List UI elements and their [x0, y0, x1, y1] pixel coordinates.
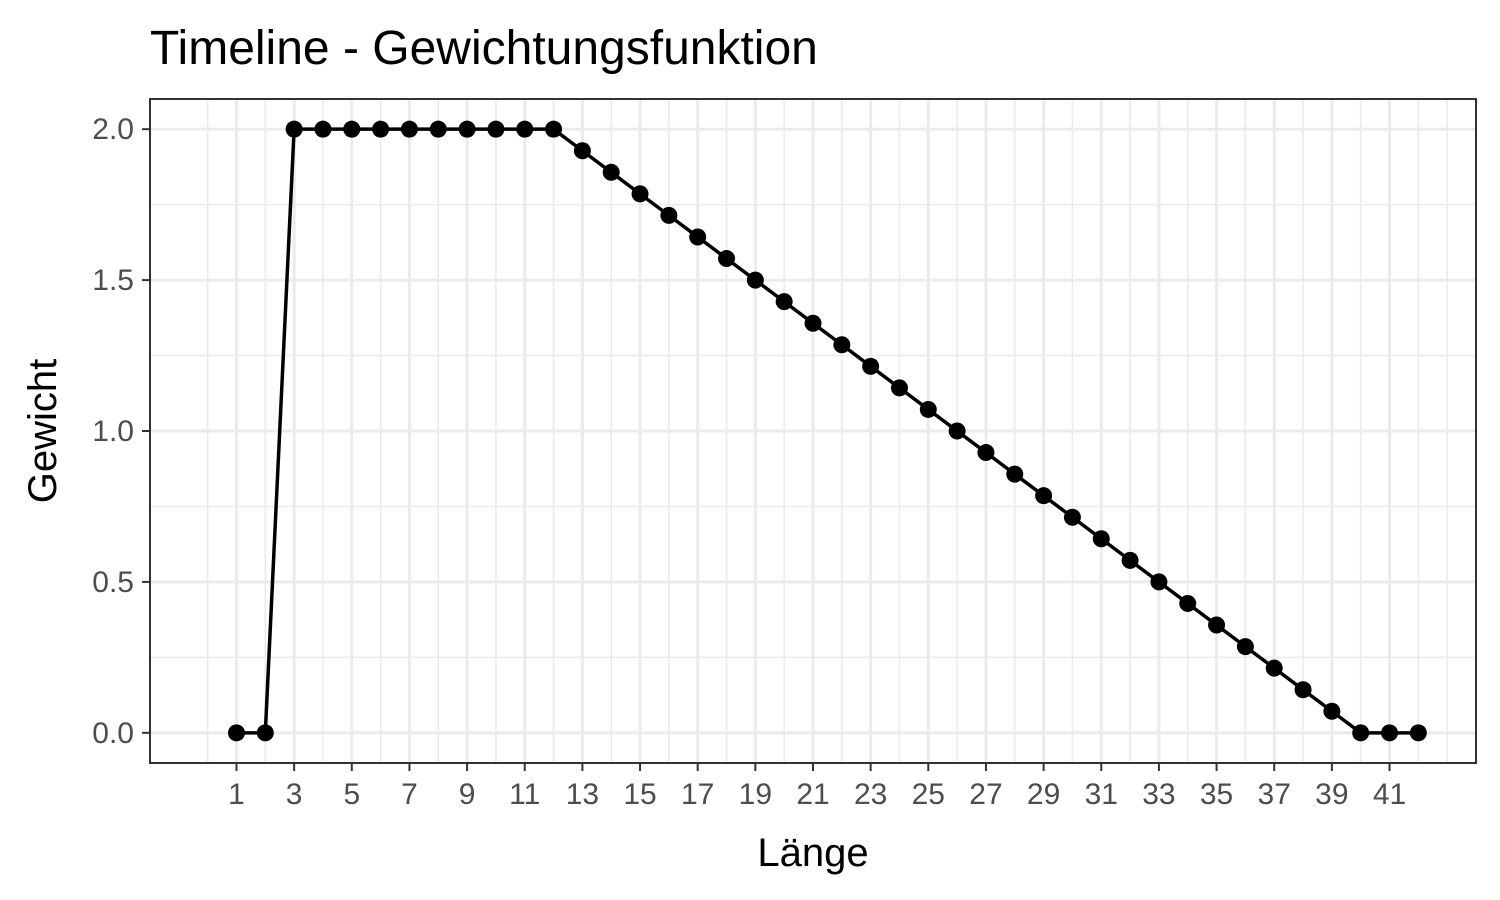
- x-tick-label: 5: [343, 778, 360, 811]
- x-tick-label: 17: [681, 778, 714, 811]
- data-point: [314, 120, 332, 138]
- x-tick-label: 19: [739, 778, 772, 811]
- data-point: [1352, 724, 1370, 742]
- x-axis-title: Länge: [757, 831, 868, 875]
- data-point: [1092, 530, 1110, 548]
- x-tick-label: 15: [623, 778, 656, 811]
- y-axis-title: Gewicht: [21, 359, 65, 504]
- data-point: [1294, 681, 1312, 699]
- data-point: [862, 357, 880, 375]
- data-point: [372, 120, 390, 138]
- data-point: [775, 293, 793, 311]
- x-tick-label: 35: [1200, 778, 1233, 811]
- x-tick-label: 21: [796, 778, 829, 811]
- data-point: [718, 250, 736, 268]
- x-tick-label: 37: [1258, 778, 1291, 811]
- data-point: [1121, 551, 1139, 569]
- x-tick-label: 29: [1027, 778, 1060, 811]
- x-tick-label: 41: [1373, 778, 1406, 811]
- data-point: [545, 120, 563, 138]
- grid-lines: [150, 99, 1476, 763]
- x-tick-label: 39: [1315, 778, 1348, 811]
- x-tick-label: 33: [1142, 778, 1175, 811]
- axes: 1 3 5 7 9 11 13 15 17 19 21 23 25 27 29 31 33 35 37 39 410.0…: [92, 113, 1406, 811]
- data-point: [1265, 659, 1283, 677]
- data-point: [890, 379, 908, 397]
- data-point: [602, 163, 620, 181]
- data-point: [1236, 638, 1254, 656]
- x-tick-label: 7: [401, 778, 418, 811]
- data-point: [343, 120, 361, 138]
- data-point: [573, 142, 591, 160]
- x-tick-label: 11: [509, 778, 540, 811]
- x-tick-label: 3: [286, 778, 303, 811]
- x-tick-label: 23: [854, 778, 887, 811]
- data-point: [487, 120, 505, 138]
- y-tick-label: 0.5: [92, 566, 134, 599]
- x-tick-label: 31: [1085, 778, 1118, 811]
- data-point: [1006, 465, 1024, 483]
- data-point: [660, 206, 678, 224]
- data-point: [1409, 724, 1427, 742]
- data-point: [1179, 594, 1197, 612]
- data-point: [746, 271, 764, 289]
- x-tick-label: 13: [566, 778, 599, 811]
- data-point: [804, 314, 822, 332]
- data-point: [400, 120, 418, 138]
- y-tick-label: 2.0: [92, 113, 134, 146]
- data-point: [458, 120, 476, 138]
- chart-title: Timeline - Gewichtungsfunktion: [150, 22, 818, 75]
- data-point: [516, 120, 534, 138]
- data-point: [1035, 487, 1053, 505]
- x-tick-label: 9: [459, 778, 476, 811]
- data-point: [689, 228, 707, 246]
- x-tick-label: 25: [912, 778, 945, 811]
- data-point: [1063, 508, 1081, 526]
- data-point: [1150, 573, 1168, 591]
- data-point: [1323, 702, 1341, 720]
- data-point: [948, 422, 966, 440]
- data-point: [285, 120, 303, 138]
- data-series: [227, 120, 1427, 742]
- y-tick-label: 0.0: [92, 717, 134, 750]
- data-point: [977, 444, 995, 462]
- data-point: [631, 185, 649, 203]
- y-tick-label: 1.0: [92, 415, 134, 448]
- data-point: [833, 336, 851, 354]
- data-point: [1381, 724, 1399, 742]
- data-point: [256, 724, 274, 742]
- y-tick-label: 1.5: [92, 264, 134, 297]
- data-point: [919, 400, 937, 418]
- data-point: [227, 724, 245, 742]
- data-point: [429, 120, 447, 138]
- x-tick-label: 1: [228, 778, 245, 811]
- x-tick-label: 27: [969, 778, 1002, 811]
- data-point: [1208, 616, 1226, 634]
